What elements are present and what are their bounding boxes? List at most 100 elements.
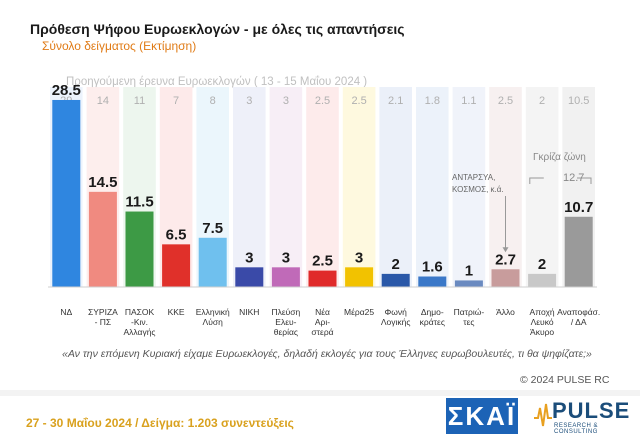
value-label-13: 2 xyxy=(538,256,546,273)
category-label-0-0: ΝΔ xyxy=(60,307,72,317)
other-arrow-head xyxy=(502,247,509,253)
category-label-9-0: Φωνή xyxy=(384,307,407,317)
value-label-4: 7.5 xyxy=(202,220,223,237)
previous-value-14: 10.5 xyxy=(568,95,589,107)
bar-11 xyxy=(454,280,483,287)
previous-value-1: 14 xyxy=(97,95,109,107)
value-label-10: 1.6 xyxy=(422,259,443,276)
footer-divider xyxy=(0,390,640,396)
category-label-7-0: Νέα xyxy=(315,307,330,317)
pulse-logo-text: PULSE xyxy=(552,398,631,423)
previous-value-2: 11 xyxy=(134,95,145,107)
chart-subtitle: Σύνολο δείγματος (Εκτίμηση) xyxy=(42,39,197,53)
bar-1 xyxy=(88,191,117,287)
bar-14 xyxy=(564,216,593,287)
value-label-0: 28.5 xyxy=(52,82,81,99)
value-label-14: 10.7 xyxy=(564,199,593,216)
category-label-10-0: Δημο- xyxy=(421,307,444,317)
band-12 xyxy=(489,87,522,287)
bar-5 xyxy=(235,267,264,287)
copyright: © 2024 PULSE RC xyxy=(520,374,610,386)
bar-2 xyxy=(125,211,154,287)
category-label-10-1: κράτες xyxy=(420,317,445,327)
value-label-5: 3 xyxy=(245,249,253,266)
bar-12 xyxy=(491,269,520,287)
value-label-1: 14.5 xyxy=(88,174,117,191)
category-label-4-1: Λύση xyxy=(203,317,224,327)
band-10 xyxy=(416,87,449,287)
bar-4 xyxy=(198,237,227,287)
band-8 xyxy=(342,87,376,287)
previous-value-5: 3 xyxy=(246,95,252,107)
value-label-3: 6.5 xyxy=(166,226,187,243)
category-label-2-0: ΠΑΣΟΚ xyxy=(125,307,155,317)
previous-value-12: 2.5 xyxy=(498,95,513,107)
category-label-7-2: στερά xyxy=(311,327,333,337)
category-label-7-1: Αρι- xyxy=(315,317,330,327)
previous-value-13: 2 xyxy=(539,95,545,107)
category-label-6-2: θερίας xyxy=(274,327,298,337)
survey-dates: 27 - 30 Μαΐου 2024 / Δείγμα: 1.203 συνεν… xyxy=(26,416,294,430)
category-label-14-0: Αναποφάσ. xyxy=(557,307,600,317)
category-label-4-0: Ελληνική xyxy=(196,307,230,317)
category-label-1-1: - ΠΣ xyxy=(95,317,112,327)
previous-value-6: 3 xyxy=(283,95,289,107)
previous-value-11: 1.1 xyxy=(461,95,476,107)
band-5 xyxy=(233,87,266,287)
previous-survey-label: Προηγούμενη έρευνα Ευρωεκλογών ( 13 - 15… xyxy=(66,76,368,88)
category-label-12-0: Άλλο xyxy=(496,307,515,317)
bar-10 xyxy=(418,276,447,287)
category-label-6-1: Ελευ- xyxy=(275,317,296,327)
value-label-8: 3 xyxy=(355,249,363,266)
bar-9 xyxy=(381,273,410,287)
previous-value-4: 8 xyxy=(210,95,216,107)
pulse-wave-icon xyxy=(534,403,552,427)
band-7 xyxy=(306,87,339,287)
category-label-5-0: ΝΙΚΗ xyxy=(239,307,259,317)
gray-bracket-right xyxy=(577,177,592,184)
other-parties-line-2: ΚΟΣΜΟΣ, κ.ά. xyxy=(452,185,504,194)
value-label-7: 2.5 xyxy=(312,253,333,270)
previous-value-3: 7 xyxy=(173,95,179,107)
previous-value-7: 2.5 xyxy=(315,95,330,107)
chart-title: Πρόθεση Ψήφου Ευρωεκλογών - με όλες τις … xyxy=(30,21,405,37)
category-label-2-2: Αλλαγής xyxy=(123,327,155,337)
bar-0 xyxy=(52,99,81,287)
value-label-6: 3 xyxy=(282,249,290,266)
band-9 xyxy=(379,87,412,287)
pulse-logo: PULSE RESEARCH & CONSULTING xyxy=(534,398,634,435)
category-label-13-0: Αποχή xyxy=(530,307,555,317)
category-label-9-1: Λογικής xyxy=(381,317,411,327)
previous-value-8: 2.5 xyxy=(351,95,366,107)
bar-3 xyxy=(162,244,191,287)
category-label-2-1: -Κιν. xyxy=(131,317,148,327)
category-label-14-1: / ΔΑ xyxy=(571,317,587,327)
gray-bracket-left xyxy=(529,177,544,184)
gray-zone-label: Γκρίζα ζώνη xyxy=(533,152,586,163)
skai-logo: ΣΚΑΪ xyxy=(446,398,518,434)
category-label-1-0: ΣΥΡΙΖΑ xyxy=(88,307,118,317)
category-label-11-0: Πατριώ- xyxy=(454,307,485,317)
band-6 xyxy=(269,87,303,287)
value-label-11: 1 xyxy=(465,262,473,279)
pulse-logo-subtext: RESEARCH & CONSULTING xyxy=(554,423,599,435)
category-label-6-0: Πλεύση xyxy=(271,307,300,317)
other-parties-line-1: ΑΝΤΑΡΣΥΑ, xyxy=(452,173,496,182)
previous-value-9: 2.1 xyxy=(388,95,403,107)
value-label-2: 11.5 xyxy=(125,194,153,211)
value-label-9: 2 xyxy=(392,256,400,273)
band-13 xyxy=(525,87,559,287)
bar-13 xyxy=(528,273,557,287)
category-label-11-1: τες xyxy=(463,317,474,327)
bar-7 xyxy=(308,270,337,287)
band-11 xyxy=(452,87,486,287)
category-label-13-1: Λευκό xyxy=(531,317,554,327)
other-parties-note: ΑΝΤΑΡΣΥΑ, ΚΟΣΜΟΣ, κ.ά. xyxy=(452,172,504,196)
value-label-12: 2.7 xyxy=(495,251,516,268)
bar-8 xyxy=(345,267,374,287)
category-label-13-2: Άκυρο xyxy=(530,327,554,337)
bar-6 xyxy=(271,267,300,287)
previous-value-10: 1.8 xyxy=(425,95,440,107)
gray-zone-value: 12.7 xyxy=(563,172,585,184)
